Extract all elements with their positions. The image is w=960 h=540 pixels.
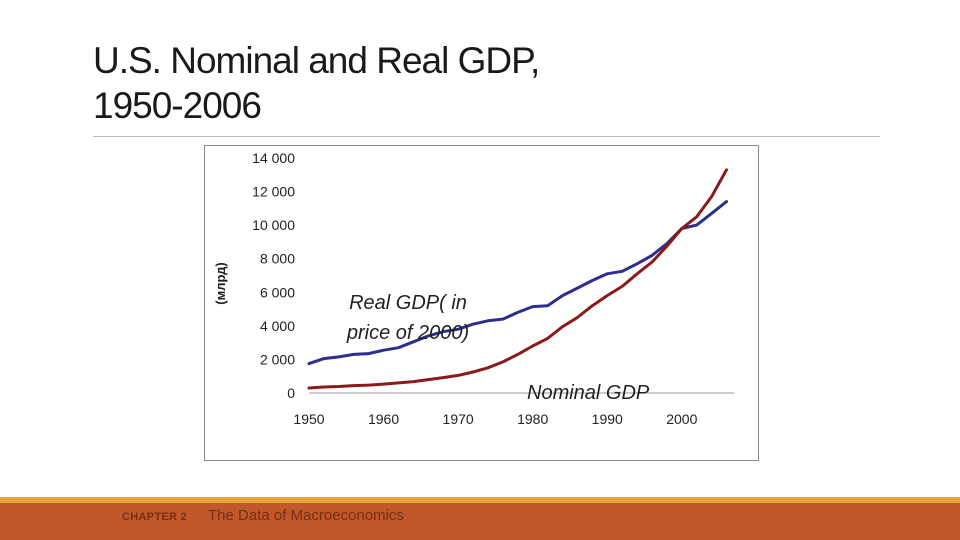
footer-chapter-title: The Data of Macroeconomics — [208, 507, 404, 524]
y-tick-label: 10 000 — [252, 217, 295, 233]
slide-title: U.S. Nominal and Real GDP, 1950-2006 — [93, 38, 893, 128]
x-tick-label: 1990 — [592, 411, 623, 427]
slide-title-line2: 1950-2006 — [93, 85, 262, 126]
nominal-gdp-annotation: Nominal GDP — [527, 382, 650, 404]
x-tick-label: 1970 — [443, 411, 474, 427]
x-tick-label: 1960 — [368, 411, 399, 427]
slide-title-line1: U.S. Nominal and Real GDP, — [93, 40, 540, 81]
real-gdp-line — [307, 200, 728, 366]
gdp-line-chart: 0 2 000 4 000 6 000 8 000 10 000 12 000 14 000 1… — [213, 150, 734, 427]
chart-frame — [204, 145, 759, 461]
nominal-gdp-line — [307, 168, 728, 390]
y-tick-label: 4 000 — [260, 318, 295, 334]
y-axis-label: (млрд) — [213, 262, 228, 304]
y-tick-label: 8 000 — [260, 251, 295, 267]
real-gdp-annotation: Real GDP( in price of 2000) — [328, 288, 488, 348]
footer-chapter-label: CHAPTER 2 — [122, 511, 188, 523]
real-gdp-annotation-text: Real GDP( in price of 2000) — [346, 292, 470, 344]
title-divider — [93, 136, 880, 137]
x-tick-label: 1950 — [293, 411, 324, 427]
y-tick-label: 0 — [287, 385, 295, 401]
y-tick-label: 14 000 — [252, 150, 295, 166]
y-tick-label: 12 000 — [252, 184, 295, 200]
x-tick-label: 1980 — [517, 411, 548, 427]
x-tick-label: 2000 — [666, 411, 697, 427]
footer-accent-line — [0, 497, 960, 503]
y-tick-label: 2 000 — [260, 351, 295, 367]
y-tick-label: 6 000 — [260, 284, 295, 300]
footer-band — [0, 503, 960, 540]
